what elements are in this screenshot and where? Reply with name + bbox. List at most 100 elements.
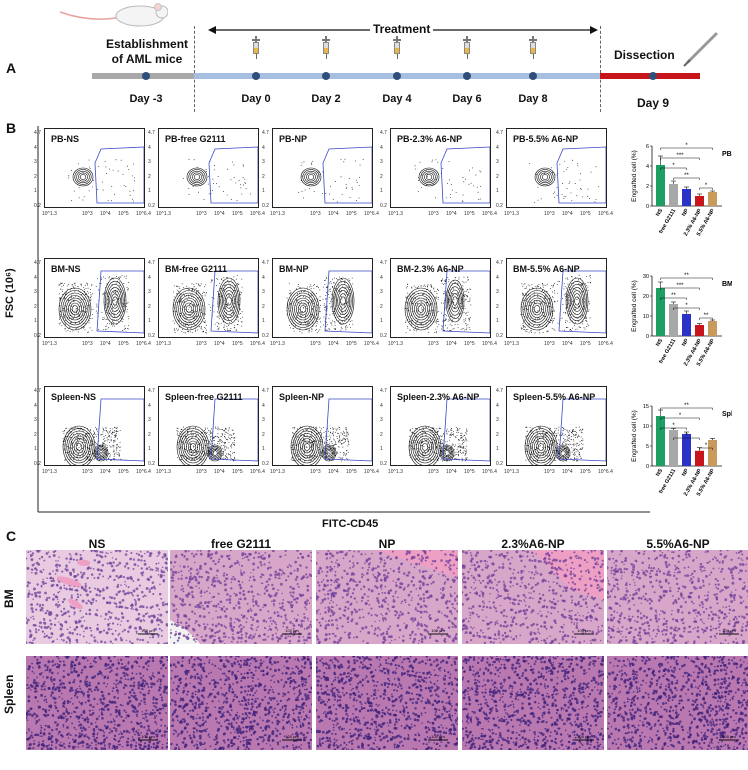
flow-y-tick: 1	[380, 188, 383, 194]
bar-category-label: NS	[655, 468, 664, 478]
bar-chart-ytick: 0	[646, 464, 649, 470]
flow-y-tick: 3	[34, 417, 37, 423]
flow-x-tick: 10^4	[214, 211, 225, 217]
flow-y-tick: 2	[262, 173, 265, 180]
flow-x-tick: 10^4	[446, 469, 457, 475]
flow-x-tick: 10^1.3	[388, 469, 403, 475]
flow-plot-title: Spleen-5.5% A6-NP	[513, 392, 596, 402]
flow-x-tick: 10^1.3	[156, 211, 171, 217]
significance-mark: ***	[676, 153, 684, 159]
flow-x-tick: 10^6.4	[136, 341, 151, 347]
flow-x-tick: 10^1.3	[504, 469, 519, 475]
bar-category-label: NS	[655, 338, 664, 348]
flow-contour	[176, 398, 258, 465]
flow-y-tick: 1	[262, 188, 265, 194]
flow-y-tick: 4.7	[496, 130, 503, 136]
bar-chart-ytick: 10	[643, 424, 649, 430]
flow-plot-title: PB-5.5% A6-NP	[513, 134, 579, 144]
bar	[669, 304, 678, 336]
flow-x-tick: 10^5	[580, 341, 591, 347]
flow-plot: PB-2.3% A6-NP	[390, 128, 491, 208]
dissection-label: Dissection	[614, 48, 675, 62]
significance-mark: *	[679, 413, 682, 419]
flow-y-tick: 4	[34, 402, 37, 409]
histology-image: 100 μm	[462, 550, 604, 644]
flow-y-tick: 3	[34, 159, 37, 165]
panel-letter-b: B	[6, 120, 17, 136]
bar-chart-title: BM	[722, 281, 732, 288]
scale-bar-label: 100 μm	[722, 734, 736, 739]
flow-x-tick: 10^4	[328, 211, 339, 217]
flow-x-tick: 10^6.4	[482, 211, 497, 217]
flow-plot: PB-NS	[44, 128, 145, 208]
syringe-icon	[322, 36, 330, 59]
bar-chart-ytick: 4	[646, 164, 649, 170]
bar-chart-ytick: 5	[646, 444, 649, 450]
flow-y-tick: 3	[148, 289, 151, 295]
flow-x-tick: 10^5	[232, 341, 243, 347]
flow-y-tick: 0.2	[34, 460, 41, 467]
flow-x-tick: 10^3	[196, 211, 207, 217]
bar-chart-ytick: 6	[646, 144, 649, 150]
flow-x-tick: 10^4	[446, 341, 457, 347]
flow-y-tick: 1	[496, 188, 499, 194]
flow-x-tick: 10^6.4	[598, 469, 613, 475]
flow-x-tick: 10^6.4	[482, 341, 497, 347]
flow-x-tick: 10^3	[428, 469, 439, 475]
significance-mark: **	[684, 173, 689, 179]
flow-y-tick: 1	[380, 446, 383, 452]
scale-bar-label: 100 μm	[577, 628, 591, 633]
flow-x-tick: 10^6.4	[598, 341, 613, 347]
significance-mark: *	[685, 303, 688, 309]
flow-y-tick: 2	[380, 173, 383, 180]
bar-chart-ytick: 0	[646, 204, 649, 210]
day-label: Day 4	[382, 93, 412, 105]
bar-chart-ytick: 15	[643, 404, 649, 410]
significance-mark: **	[684, 273, 689, 279]
x-axis-label: FITC-CD45	[322, 518, 379, 530]
flow-x-tick: 10^6.4	[364, 211, 379, 217]
flow-y-tick: 4	[148, 402, 151, 409]
flow-plot: BM-2.3% A6-NP	[390, 258, 491, 338]
flow-y-tick: 2	[34, 303, 37, 310]
flow-y-tick: 3	[496, 159, 499, 165]
flow-contour	[529, 146, 606, 204]
flow-y-tick: 4	[148, 144, 151, 151]
flow-y-tick: 0.2	[380, 460, 387, 467]
significance-mark: **	[704, 313, 709, 319]
flow-contour	[290, 398, 372, 465]
flow-y-tick: 4.7	[148, 260, 155, 266]
flow-x-tick: 10^1.3	[270, 341, 285, 347]
flow-y-tick: 4	[262, 402, 265, 409]
flow-y-tick: 0.2	[380, 202, 387, 209]
flow-x-tick: 10^5	[464, 211, 475, 217]
flow-plot: Spleen-NS	[44, 386, 145, 466]
flow-y-tick: 0.2	[262, 460, 269, 467]
histology-image: 100 μm	[26, 550, 168, 644]
flow-plot-title: Spleen-NS	[51, 392, 97, 402]
flow-y-tick: 2	[34, 431, 37, 438]
flow-plot-title: PB-NS	[51, 134, 80, 144]
bar-category-label: NP	[681, 338, 690, 348]
flow-x-tick: 10^3	[310, 211, 321, 217]
flow-y-tick: 0.2	[496, 332, 503, 339]
flow-y-tick: 4	[34, 144, 37, 151]
flow-y-tick: 2	[380, 303, 383, 310]
flow-x-tick: 10^6.4	[364, 469, 379, 475]
bar	[669, 184, 678, 206]
flow-plot-title: PB-NP	[279, 134, 308, 144]
flow-plot: PB-free G2111	[158, 128, 259, 208]
bar-chart-ylabel: Engrafted cell (%)	[631, 280, 638, 332]
flow-plot-title: BM-free G2111	[165, 264, 228, 274]
bar	[695, 325, 704, 336]
flow-plot: Spleen-5.5% A6-NP	[506, 386, 607, 466]
bar-chart-title: Spleen	[722, 411, 732, 418]
flow-y-tick: 3	[148, 159, 151, 165]
day-label: Day -3	[129, 93, 163, 105]
flow-x-tick: 10^1.3	[270, 211, 285, 217]
scale-bar-label: 100 μm	[285, 734, 299, 739]
flow-y-tick: 2	[496, 173, 499, 180]
flow-x-tick: 10^4	[100, 341, 111, 347]
